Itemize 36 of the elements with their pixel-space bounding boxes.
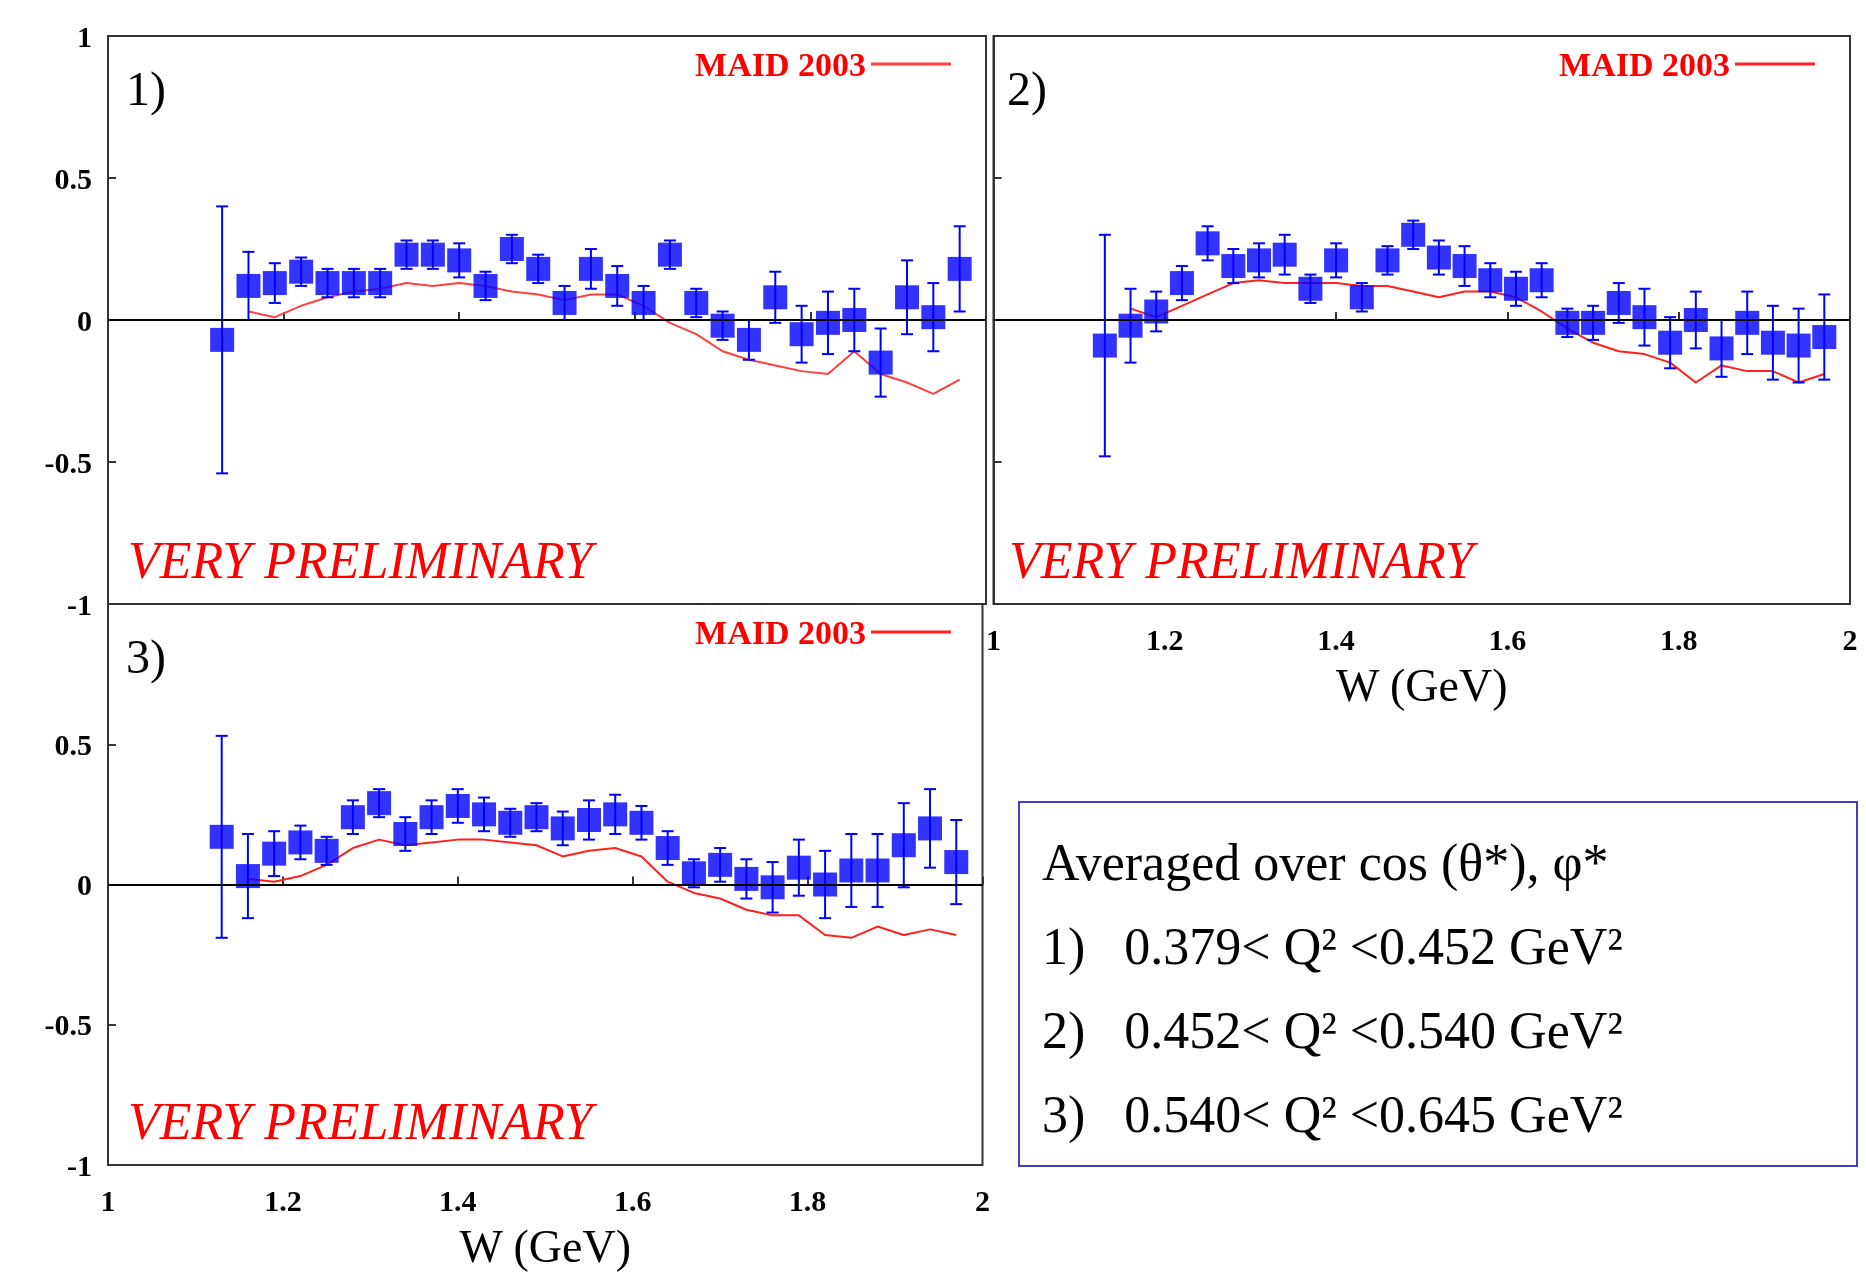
x-tick-label: 1.6: [613, 1183, 652, 1217]
x-tick-label: 1: [100, 1183, 116, 1217]
x-tick-label: 1.8: [1659, 622, 1698, 656]
y-tick-label: -1: [67, 1148, 92, 1182]
x-tick-label: 2: [975, 1183, 990, 1217]
text: 2) 0.452< Q² <0.540 GeV²: [1042, 1001, 1624, 1061]
x-tick-label: 1.2: [1146, 622, 1184, 656]
x-tick-label: 2: [1842, 622, 1858, 656]
y-tick-label: -1: [67, 587, 92, 621]
legend-label: MAID 2003: [695, 613, 866, 651]
text: 1) 0.379< Q² <0.452 GeV²: [1042, 917, 1624, 977]
y-tick-label: -0.5: [44, 1008, 92, 1042]
x-axis-title: W (GeV): [1335, 659, 1508, 711]
legend-label: MAID 2003: [695, 45, 866, 83]
annotation: 3): [126, 629, 166, 684]
annotation: VERY PRELIMINARY: [128, 531, 598, 589]
text: 3) 0.540< Q² <0.645 GeV²: [1042, 1085, 1624, 1145]
x-tick-label: 1: [986, 622, 1001, 656]
y-tick-label: 0: [77, 868, 92, 901]
annotation: 2): [1007, 61, 1047, 116]
x-tick-label: 1.4: [1317, 622, 1355, 656]
y-tick-label: 0: [77, 303, 92, 337]
x-tick-label: 1.2: [264, 1183, 302, 1217]
annotation: VERY PRELIMINARY: [1009, 531, 1479, 589]
x-tick-label: 1.6: [1488, 622, 1527, 656]
y-tick-label: 0.5: [54, 161, 92, 195]
y-tick-label: -0.5: [44, 445, 92, 479]
annotation: 1): [126, 61, 166, 116]
text: Averaged over cos (θ*), φ*: [1042, 833, 1610, 893]
y-tick-label: 1: [77, 19, 92, 53]
x-axis-title: W (GeV): [459, 1220, 632, 1272]
legend-label: MAID 2003: [1559, 45, 1730, 83]
y-tick-label: 0.5: [54, 727, 92, 761]
x-tick-label: 1.8: [788, 1183, 827, 1217]
annotation: VERY PRELIMINARY: [128, 1092, 598, 1150]
x-tick-label: 1.4: [439, 1183, 477, 1217]
